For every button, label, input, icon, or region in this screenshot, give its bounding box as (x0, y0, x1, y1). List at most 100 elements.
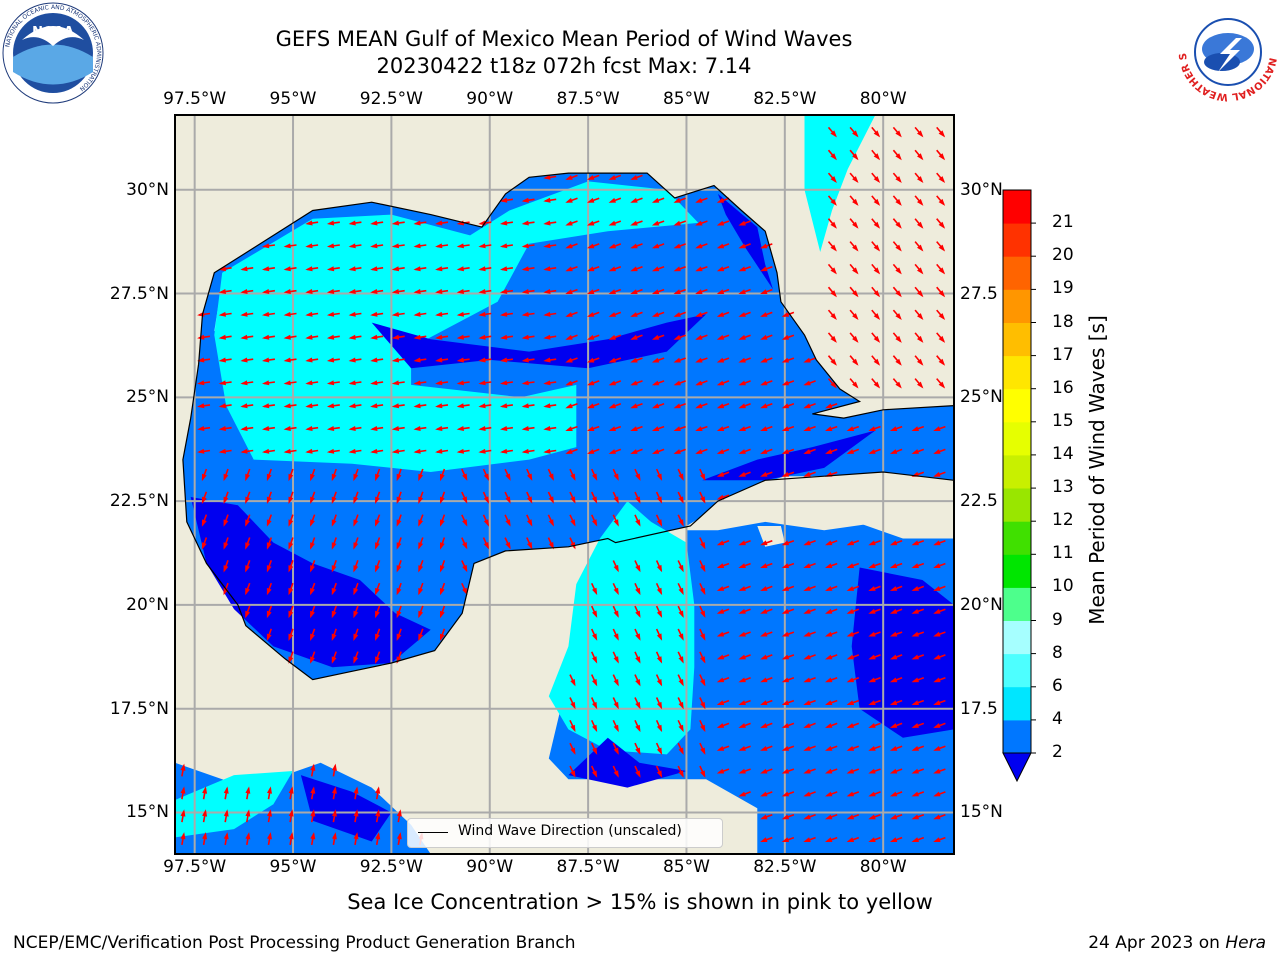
wind-arrow (716, 768, 730, 774)
wind-arrow (305, 220, 319, 226)
wind-arrow (634, 765, 641, 778)
wind-arrow (608, 334, 622, 340)
wind-arrow (936, 149, 946, 161)
wind-arrow (911, 631, 925, 637)
wind-arrow (543, 197, 557, 203)
short-waves-southwest (190, 497, 431, 668)
wind-arrow (781, 357, 795, 363)
wind-arrow (760, 654, 773, 660)
wind-arrow (262, 311, 276, 317)
wind-arrow (781, 768, 795, 774)
wind-arrow (521, 334, 535, 340)
lon-label-top: 85°W (662, 89, 710, 109)
wind-arrow (889, 425, 903, 432)
wind-arrow (825, 562, 838, 569)
wind-arrow (716, 654, 730, 660)
wind-arrow (760, 380, 773, 386)
wind-arrow (760, 402, 773, 409)
wind-arrow (889, 836, 903, 843)
wind-arrow (565, 288, 578, 295)
wind-arrow (781, 631, 795, 637)
wind-arrow (504, 537, 511, 550)
wind-arrow (418, 582, 424, 596)
wind-arrow (933, 425, 946, 432)
colorbar-swatch (1003, 719, 1031, 754)
wind-arrow (803, 562, 816, 569)
wind-arrow (348, 311, 362, 317)
wind-arrow (651, 220, 665, 226)
wind-arrow (914, 263, 924, 275)
wind-arrow (435, 334, 449, 340)
wind-arrow (699, 537, 706, 550)
wind-arrow (889, 814, 903, 820)
wind-arrow (374, 582, 381, 596)
wind-arrow (439, 605, 446, 619)
wind-arrow (892, 263, 902, 275)
wind-arrow (827, 378, 837, 389)
wind-arrow (911, 699, 925, 706)
wind-arrow (326, 243, 340, 249)
wind-arrow (262, 380, 276, 386)
wind-arrow (288, 560, 294, 573)
wind-arrow (223, 491, 229, 504)
wind-arrow (331, 491, 337, 504)
wind-arrow (716, 197, 730, 203)
wind-arrow (699, 491, 706, 504)
wind-arrow (326, 266, 340, 272)
wind-arrow (201, 514, 208, 527)
wind-arrow (435, 357, 449, 363)
wind-arrow (310, 582, 316, 596)
lat-label-right: 22.5 (960, 491, 998, 512)
wind-arrow (630, 311, 643, 317)
wind-arrow (587, 288, 600, 295)
wind-arrow (760, 265, 773, 272)
wind-arrow (413, 289, 427, 294)
wind-arrow (933, 676, 946, 683)
wind-arrow (456, 357, 470, 363)
wind-arrow (803, 791, 816, 797)
wind-arrow (569, 765, 576, 778)
wind-arrow (500, 448, 514, 454)
wind-arrow (846, 836, 860, 843)
wind-arrow (655, 719, 663, 733)
wind-arrow (283, 289, 297, 294)
wind-arrow (630, 448, 643, 454)
wind-arrow (310, 832, 316, 846)
wind-arrow (435, 426, 449, 431)
wind-arrow (892, 172, 902, 183)
wind-arrow (305, 311, 319, 317)
wind-arrow (283, 448, 297, 454)
wind-arrow (608, 402, 622, 409)
colorbar-tick-label: 20 (1052, 245, 1074, 266)
wind-arrow (716, 494, 730, 500)
wind-arrow (331, 537, 337, 550)
wind-arrow (478, 426, 492, 431)
wind-arrow (699, 742, 706, 755)
wind-arrow (716, 745, 730, 751)
wind-arrow (521, 289, 535, 294)
wind-arrow (651, 448, 665, 454)
wind-arrow (353, 582, 359, 596)
wind-arrow (543, 243, 557, 249)
wind-direction-legend: Wind Wave Direction (unscaled) (407, 818, 723, 848)
wind-arrow (439, 491, 446, 504)
wind-arrow (630, 380, 643, 386)
wind-arrow (716, 608, 730, 614)
wind-arrow (849, 218, 859, 229)
wind-arrow (612, 765, 619, 778)
colorbar-swatch (1003, 686, 1031, 721)
lat-label-right: 20°N (960, 594, 1003, 615)
wind-arrow (569, 491, 576, 504)
wind-arrow (827, 355, 837, 366)
wind-arrow (374, 605, 381, 619)
wind-arrow (565, 220, 578, 226)
wind-arrow (871, 263, 881, 275)
wind-arrow (267, 786, 272, 800)
wind-arrow (716, 357, 730, 363)
wind-arrow (543, 380, 557, 386)
wind-arrow (827, 263, 837, 275)
wind-arrow (310, 491, 316, 504)
wind-arrow (871, 149, 881, 161)
wind-arrow (892, 149, 902, 161)
wind-arrow (396, 809, 402, 823)
